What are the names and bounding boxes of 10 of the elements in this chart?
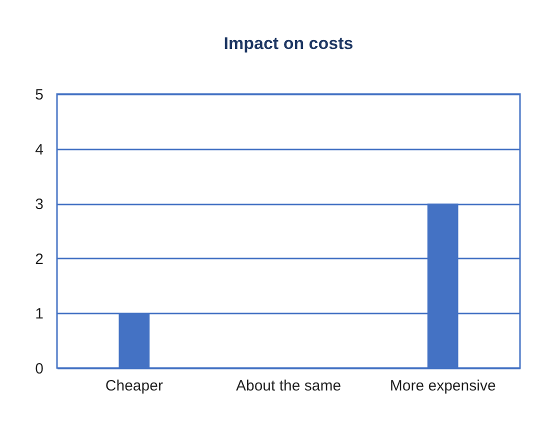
x-tick-label: Cheaper: [105, 378, 163, 394]
y-tick-label: 4: [35, 141, 44, 158]
y-tick-label: 1: [35, 306, 44, 323]
x-tick-label: About the same: [236, 378, 342, 394]
y-tick-label: 2: [35, 250, 44, 268]
y-tick-label: 3: [35, 196, 44, 214]
x-tick-label: More expensive: [390, 378, 496, 394]
y-tick-label: 5: [35, 86, 44, 104]
y-tick-label: 0: [35, 360, 44, 378]
chart-title: Impact on costs: [224, 34, 354, 53]
